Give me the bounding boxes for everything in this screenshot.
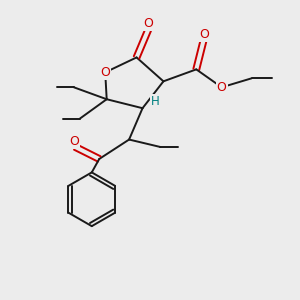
Text: O: O bbox=[217, 81, 226, 94]
Text: O: O bbox=[199, 28, 209, 40]
Text: O: O bbox=[100, 66, 110, 79]
Text: H: H bbox=[151, 95, 160, 108]
Text: O: O bbox=[144, 17, 153, 30]
Text: O: O bbox=[69, 135, 79, 148]
